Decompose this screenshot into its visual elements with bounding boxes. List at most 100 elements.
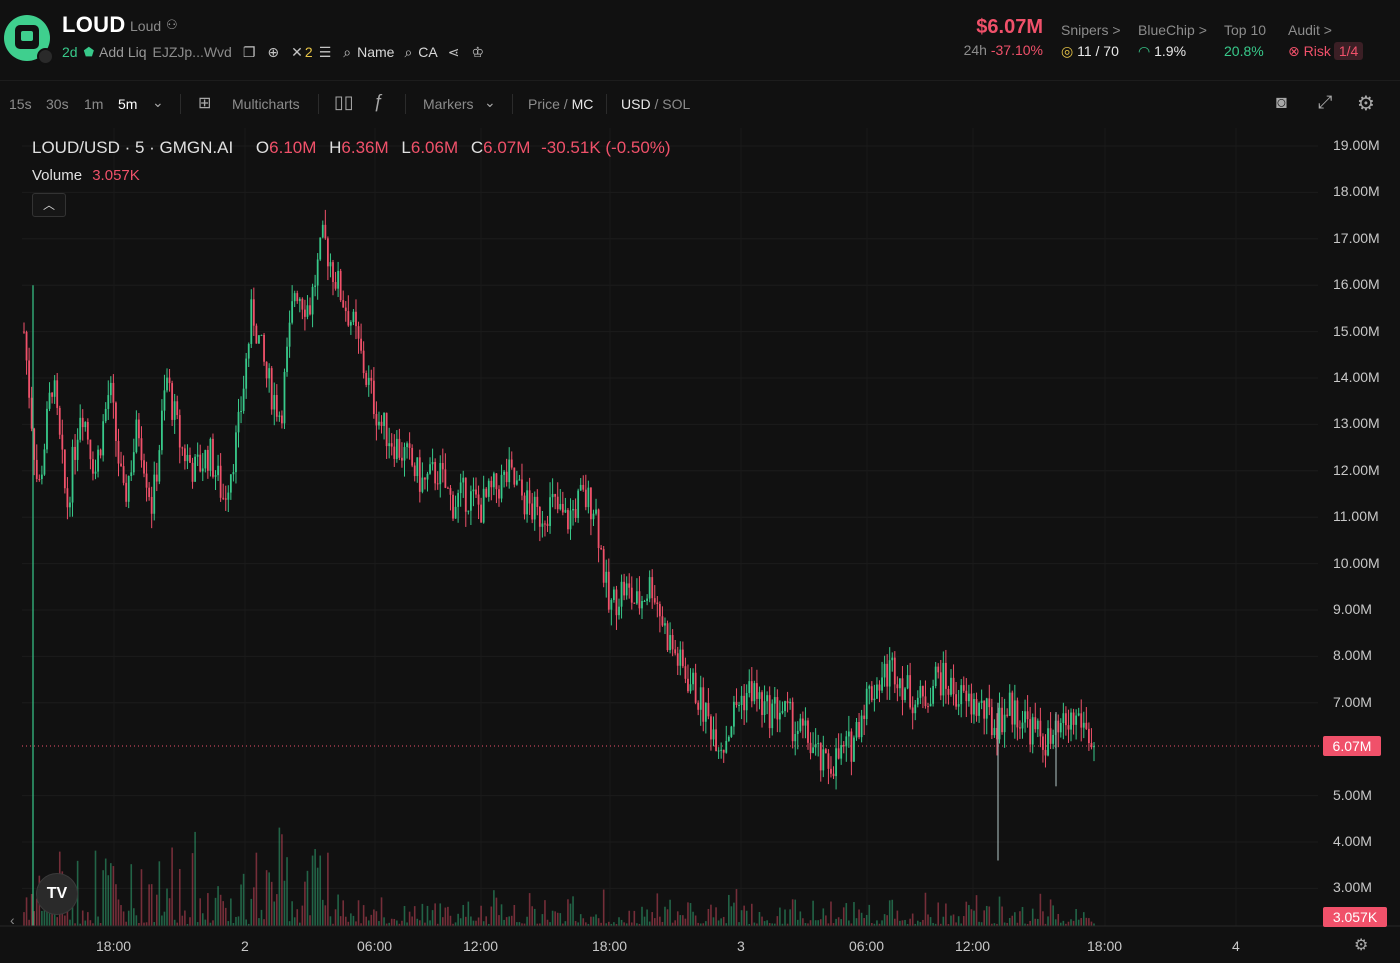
volume-bar [81,910,84,926]
candle-body [48,392,51,409]
interval-dropdown-icon[interactable]: ⌄ [152,94,164,110]
website-icon[interactable]: ⊕ [267,43,280,60]
candle-body [224,498,227,500]
interval-15s[interactable]: 15s [9,96,32,112]
crown-icon[interactable]: ♔ [471,43,485,60]
top10-stat[interactable]: Top 10 20.8% [1224,22,1266,59]
candle-type-icon[interactable]: ▯▯ [334,92,354,112]
scroll-left-icon[interactable]: ‹ [10,912,15,928]
markers-button[interactable]: Markers [423,96,474,112]
candle-body [365,373,368,385]
contract-address[interactable]: EJZJp...Wvd [152,44,232,60]
volume-bar [1039,893,1042,926]
audit-stat[interactable]: Audit > ⊗ Risk 1/4 [1288,22,1364,60]
candle-body [385,412,388,447]
volume-bar [293,917,296,926]
candle-body [490,480,493,488]
candle-body [395,438,398,459]
interval-30s[interactable]: 30s [46,96,69,112]
candle-body [996,727,998,740]
volume-bar [173,919,176,926]
fullscreen-icon[interactable]: ⤢ [1318,92,1333,112]
y-tick-label: 11.00M [1333,508,1379,525]
price-mc-toggle[interactable]: Price / MC [528,96,594,112]
search-name-button[interactable]: Name [357,44,395,60]
volume-bar [1026,923,1029,926]
collapse-legend-button[interactable]: ︿ [32,193,66,217]
candle-body [281,415,283,424]
candle-body [61,434,64,450]
volume-bar [766,920,768,926]
x-tick-label: 12:00 [463,938,499,954]
search-ca-button[interactable]: CA [418,44,438,60]
volume-bar [618,917,620,926]
chart-canvas[interactable] [0,128,1400,963]
volume-bar [1024,923,1026,926]
volume-bar [784,909,786,926]
candle-body [255,325,258,344]
volume-bar [459,918,462,926]
candle-body [523,495,526,515]
candle-body [702,687,705,722]
bluechip-stat[interactable]: BlueChip > ◠ 1.9% [1138,22,1207,60]
volume-bar [510,915,513,926]
search-icon: ⌕ [343,43,352,60]
volume-bar [477,917,480,926]
volume-bar [541,914,544,926]
volume-bar [493,890,495,926]
candle-body [178,415,181,448]
candle-body [858,721,860,738]
volume-bar [666,909,669,926]
volume-bar [863,918,865,926]
share-icon[interactable]: ⋖ [447,43,460,60]
volume-bar [482,921,485,926]
candle-body [306,305,309,317]
candle-body [893,657,896,685]
audit-label: Audit > [1288,22,1332,38]
multicharts-button[interactable]: Multicharts [232,96,300,112]
candle-body [1080,713,1083,728]
volume-bar [960,923,963,926]
candle-body [1090,743,1093,748]
candle-body [595,509,597,514]
candle-body [270,368,273,410]
axis-settings-icon[interactable]: ⚙ [1354,937,1369,954]
toolbar-divider [405,94,406,114]
y-tick-label: 16.00M [1333,276,1380,293]
candle-body [97,449,99,472]
multicharts-icon[interactable]: ⊞ [198,95,212,112]
candle-body [150,496,153,514]
candle-body [28,360,31,398]
usd-sol-toggle[interactable]: USD / SOL [621,96,691,112]
toolbar-divider [318,94,319,114]
price-chart[interactable]: LOUD/USD · 5 · GMGN.AI O6.10M H6.36M L6.… [0,128,1400,963]
candle-body [143,460,145,474]
volume-bar [745,910,748,926]
volume-bar [503,919,505,926]
volume-bar [965,901,968,926]
interval-5m[interactable]: 5m [118,96,138,112]
markers-dropdown-icon[interactable]: ⌄ [484,94,496,110]
candle-body [807,720,809,743]
indicators-icon[interactable]: ƒ [373,91,384,111]
volume-bar [993,923,996,926]
candle-body [201,468,204,472]
volume-bar [184,910,186,926]
volume-bar [939,923,942,926]
interval-1m[interactable]: 1m [84,96,104,112]
token-logo[interactable] [4,15,50,61]
volume-bar [707,908,710,926]
camera-icon[interactable]: ◙ [1276,92,1287,112]
copy-icon[interactable]: ❐ [242,43,256,60]
candle-body [477,494,480,505]
settings-icon[interactable]: ⚙ [1357,93,1375,115]
snipers-stat[interactable]: Snipers > ◎ 11 / 70 [1061,22,1121,60]
candle-body [252,299,255,326]
volume-bar [48,912,51,926]
volume-bar [572,896,574,926]
high-value: 6.36M [341,138,389,157]
tradingview-logo[interactable]: TV [36,873,78,915]
x-twitter-icon[interactable]: ✕ [291,43,303,60]
telegram-icon[interactable]: ☰ [318,43,332,60]
volume-bar [176,922,179,926]
